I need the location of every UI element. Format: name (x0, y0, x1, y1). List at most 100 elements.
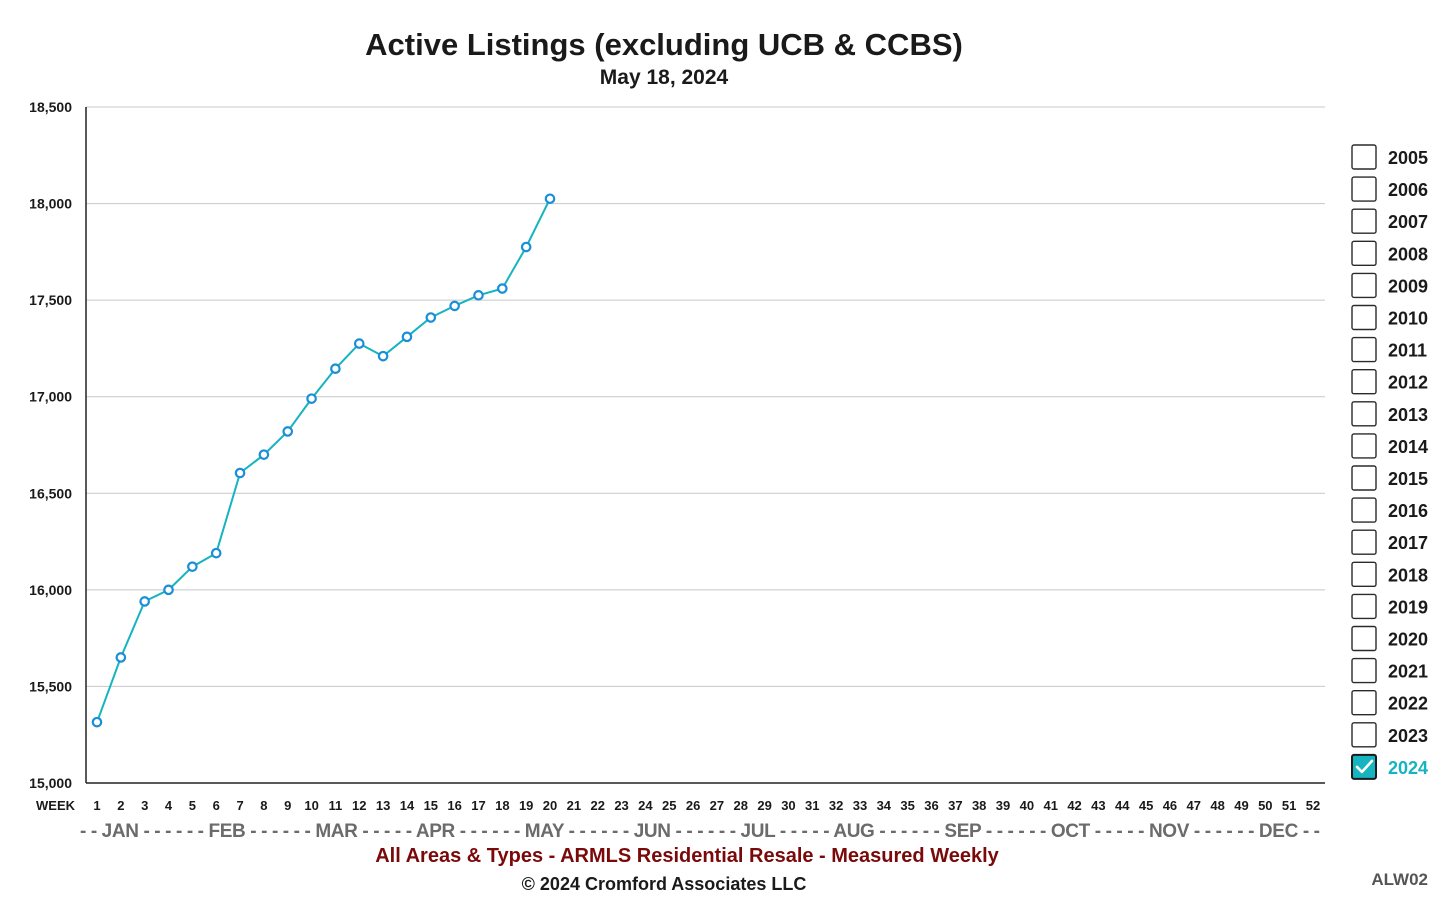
x-tick-label: 26 (686, 798, 700, 813)
x-tick-label: 51 (1282, 798, 1296, 813)
x-tick-label: 31 (805, 798, 819, 813)
legend-item-2020[interactable]: 2020 (1351, 625, 1428, 652)
legend-label: 2021 (1388, 662, 1428, 682)
x-tick-label: 32 (829, 798, 843, 813)
legend-checkbox[interactable] (1351, 401, 1377, 427)
x-tick-label: 36 (924, 798, 938, 813)
legend-checkbox[interactable] (1351, 144, 1377, 170)
x-tick-label: 21 (567, 798, 581, 813)
legend-checkbox[interactable] (1351, 304, 1377, 331)
data-point (353, 338, 365, 349)
legend-item-2016[interactable]: 2016 (1351, 497, 1428, 523)
legend-checkbox[interactable] (1351, 722, 1377, 748)
y-tick-label: 16,500 (29, 485, 72, 501)
legend-label: 2014 (1388, 437, 1428, 457)
data-point (234, 467, 246, 479)
legend-label: 2024 (1388, 758, 1428, 778)
legend-checkbox[interactable] (1351, 497, 1377, 523)
legend-checkbox[interactable] (1351, 561, 1377, 587)
x-axis-label: WEEK (36, 798, 76, 813)
data-point (425, 312, 437, 323)
legend-checkbox[interactable] (1351, 176, 1377, 202)
data-point (401, 331, 413, 343)
x-tick-label: 39 (996, 798, 1010, 813)
x-tick-label: 17 (471, 798, 485, 813)
series-points (91, 193, 556, 728)
legend-checkbox-checked[interactable] (1351, 753, 1377, 780)
legend-item-2012[interactable]: 2012 (1351, 369, 1428, 395)
x-tick-label: 48 (1210, 798, 1224, 813)
x-tick-label: 34 (877, 798, 892, 813)
legend-checkbox[interactable] (1351, 593, 1377, 620)
legend-item-2006[interactable]: 2006 (1351, 176, 1428, 202)
legend-label: 2019 (1388, 597, 1428, 617)
x-tick-label: 37 (948, 798, 962, 813)
series-line-2024 (96, 198, 551, 723)
data-point (139, 596, 150, 607)
x-tick-label: 7 (236, 798, 243, 813)
y-tick-label: 15,000 (29, 775, 72, 791)
legend-label: 2020 (1388, 630, 1428, 650)
legend-checkbox[interactable] (1351, 465, 1377, 491)
legend-item-2019[interactable]: 2019 (1351, 593, 1428, 620)
legend-label: 2007 (1388, 212, 1428, 232)
legend-checkbox[interactable] (1351, 336, 1377, 363)
legend-checkbox[interactable] (1351, 690, 1377, 716)
x-tick-label: 16 (447, 798, 461, 813)
legend-checkbox[interactable] (1351, 272, 1377, 299)
legend-item-2018[interactable]: 2018 (1351, 561, 1428, 587)
legend-checkbox[interactable] (1351, 529, 1377, 555)
data-point (473, 290, 484, 301)
x-tick-label: 27 (710, 798, 724, 813)
x-tick-label: 38 (972, 798, 986, 813)
legend-item-2024[interactable]: 2024 (1351, 753, 1428, 780)
x-tick-label: 35 (900, 798, 914, 813)
legend-item-2007[interactable]: 2007 (1351, 208, 1428, 234)
legend-item-2014[interactable]: 2014 (1351, 433, 1428, 459)
legend-item-2021[interactable]: 2021 (1351, 657, 1428, 684)
legend-label: 2010 (1388, 309, 1428, 329)
legend-item-2009[interactable]: 2009 (1351, 272, 1428, 299)
legend-checkbox[interactable] (1351, 433, 1377, 459)
legend-item-2013[interactable]: 2013 (1351, 401, 1428, 427)
legend-checkbox[interactable] (1351, 625, 1377, 652)
legend-item-2008[interactable]: 2008 (1351, 240, 1428, 267)
legend-item-2022[interactable]: 2022 (1351, 690, 1428, 716)
footer-copyright: © 2024 Cromford Associates LLC (522, 874, 807, 894)
x-tick-label: 42 (1067, 798, 1081, 813)
data-point (520, 241, 532, 253)
gridlines (86, 106, 1325, 687)
legend-item-2017[interactable]: 2017 (1351, 529, 1428, 555)
data-point (115, 652, 127, 663)
x-tick-label: 47 (1187, 798, 1201, 813)
legend-item-2010[interactable]: 2010 (1351, 304, 1428, 331)
legend-item-2015[interactable]: 2015 (1351, 465, 1428, 491)
x-tick-label: 33 (853, 798, 867, 813)
footer-description: All Areas & Types - ARMLS Residential Re… (375, 845, 999, 867)
data-point (91, 716, 103, 728)
y-tick-label: 15,500 (29, 678, 72, 694)
x-tick-label: 5 (189, 798, 196, 813)
legend-label: 2012 (1388, 373, 1428, 393)
x-tick-label: 12 (352, 798, 366, 813)
y-tick-label: 16,000 (29, 582, 72, 598)
chart-subtitle: May 18, 2024 (600, 66, 729, 89)
legend-checkbox[interactable] (1351, 657, 1377, 684)
legend-item-2005[interactable]: 2005 (1351, 144, 1428, 170)
legend-checkbox[interactable] (1351, 369, 1377, 395)
legend-checkbox[interactable] (1351, 208, 1377, 234)
x-tick-label: 6 (213, 798, 220, 813)
data-point (187, 561, 198, 572)
data-point (497, 283, 508, 294)
legend-item-2023[interactable]: 2023 (1351, 722, 1428, 748)
x-tick-label: 9 (284, 798, 291, 813)
data-point (306, 393, 317, 404)
data-point (163, 584, 174, 596)
x-tick-label: 45 (1139, 798, 1153, 813)
legend-label: 2015 (1388, 469, 1428, 489)
legend-item-2011[interactable]: 2011 (1351, 336, 1427, 363)
legend-checkbox[interactable] (1351, 240, 1377, 267)
x-tick-label: 29 (757, 798, 771, 813)
data-point (544, 193, 556, 205)
